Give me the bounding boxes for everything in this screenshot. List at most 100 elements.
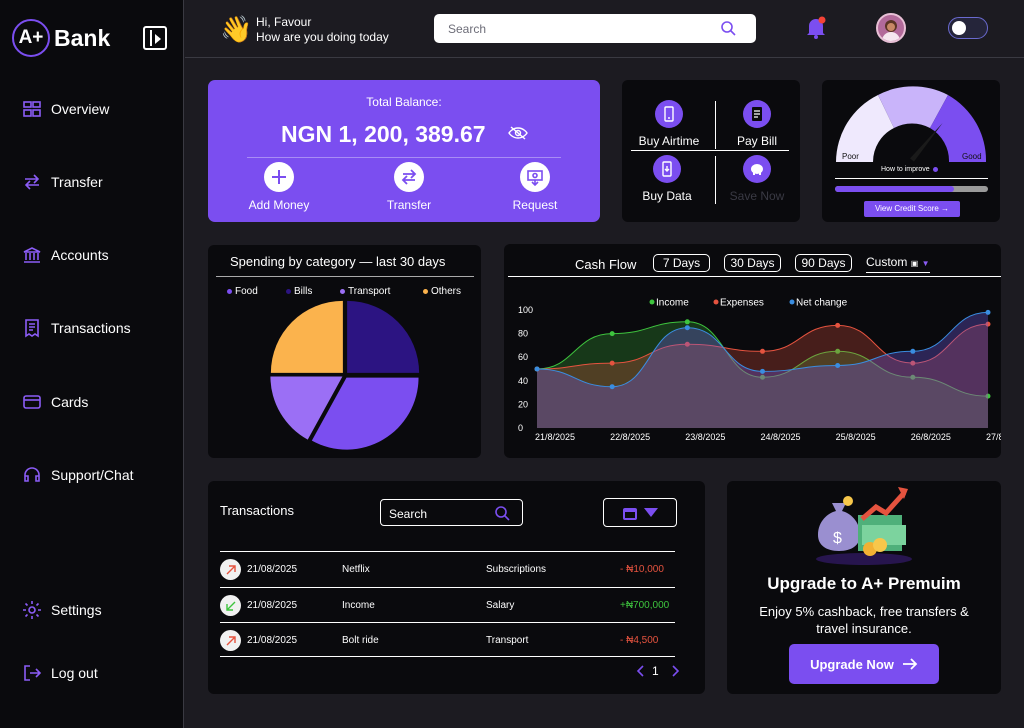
cashflow-divider (508, 276, 1001, 277)
card-icon (23, 395, 41, 409)
y-tick-label: 100 (518, 305, 533, 315)
nav-item-transactions[interactable]: Transactions (22, 318, 131, 338)
legend-label: Bills (294, 286, 313, 297)
range-7-days[interactable]: 7 Days (653, 254, 710, 272)
improve-link[interactable]: How to improve (881, 166, 941, 173)
credit-progress-fill (835, 186, 955, 192)
legend-label: Food (235, 286, 258, 297)
calendar-icon (623, 508, 637, 520)
search-icon[interactable] (720, 20, 736, 36)
gauge-good-label: Good (962, 152, 982, 161)
greeting: Hi, Favour How are you doing today (256, 15, 389, 45)
balance-label: Total Balance: (366, 95, 442, 109)
legend-label: Others (431, 286, 462, 297)
data-point (760, 374, 765, 380)
tx-date: 21/08/2025 (247, 600, 298, 611)
nav-item-settings[interactable]: Settings (22, 600, 102, 620)
data-point (985, 309, 991, 315)
avatar[interactable] (876, 13, 906, 43)
data-point (835, 322, 841, 328)
logo-text: Bank (54, 24, 111, 51)
credit-divider (835, 178, 988, 179)
data-point (985, 321, 991, 327)
buy-data-button[interactable]: Buy Data (622, 155, 712, 203)
request-money-icon (520, 162, 550, 192)
phone-data-icon (653, 155, 681, 183)
greeting-subtitle: How are you doing today (256, 30, 389, 44)
nav-item-cards[interactable]: Cards (22, 392, 88, 412)
spending-divider (216, 276, 474, 277)
data-point (534, 366, 540, 372)
nav-item-accounts[interactable]: Accounts (22, 245, 109, 265)
credit-progress (835, 186, 988, 192)
nav-item-transfer[interactable]: Transfer (22, 172, 103, 192)
request-button[interactable]: Request (500, 162, 570, 212)
greeting-title: Hi, Favour (256, 15, 312, 29)
phone-icon (655, 100, 683, 128)
tx-amount: +₦700,000 (620, 600, 670, 611)
tx-name: Income (342, 600, 375, 611)
cashflow-line-chart: Income Expenses Net change 0 20 40 60 80 100 21/8… (518, 298, 1001, 443)
search-icon[interactable] (494, 505, 510, 521)
search-input[interactable]: Search (434, 14, 756, 43)
qa-label: Buy Data (642, 189, 692, 203)
data-point (760, 368, 765, 374)
incoming-arrow-icon (220, 595, 241, 616)
buy-airtime-button[interactable]: Buy Airtime (624, 100, 714, 148)
data-point (910, 360, 916, 366)
tx-date: 21/08/2025 (247, 564, 298, 575)
nav-label: Overview (51, 101, 110, 117)
nav-item-overview[interactable]: Overview (22, 99, 109, 119)
transfer-arrows-icon (394, 162, 424, 192)
spending-title: Spending by category — last 30 days (230, 254, 446, 269)
theme-toggle[interactable] (948, 17, 988, 39)
logo[interactable]: A+ Bank (12, 19, 110, 57)
pay-bill-button[interactable]: Pay Bill (712, 100, 802, 148)
add-money-label: Add Money (248, 198, 310, 212)
data-point (910, 374, 916, 380)
range-30-days[interactable]: 30 Days (724, 254, 781, 272)
hide-eye-icon[interactable] (508, 125, 528, 141)
piggy-bank-icon (743, 155, 771, 183)
legend-dot (227, 289, 232, 294)
qa-divider (631, 150, 789, 151)
custom-range-dropdown[interactable]: Custom ▣ ▼ (866, 255, 930, 273)
nav-item-logout[interactable]: Log out (22, 663, 98, 683)
legend-label: Net change (796, 298, 848, 309)
notification-bell-icon[interactable] (804, 15, 828, 41)
nav-item-support[interactable]: Support/Chat (22, 465, 134, 485)
sidebar-collapse-icon[interactable] (143, 26, 167, 50)
qa-label: Buy Airtime (638, 134, 700, 148)
chevron-left-icon[interactable] (636, 665, 645, 677)
tx-date: 21/08/2025 (247, 635, 298, 646)
nav-label: Support/Chat (51, 467, 134, 483)
legend-label: Expenses (720, 298, 764, 309)
table-row[interactable]: 21/08/2025 Bolt ride Transport - ₦4,500 (220, 622, 675, 657)
page-number: 1 (652, 664, 659, 678)
pie-slice-others (270, 300, 343, 373)
outgoing-arrow-icon (220, 630, 241, 651)
date-filter-button[interactable] (603, 498, 677, 527)
promo-title: Upgrade to A+ Premuim (767, 574, 961, 593)
legend-others: Others (423, 286, 461, 297)
save-now-button[interactable]: Save Now (712, 155, 802, 203)
transactions-search-input[interactable]: Search (380, 499, 523, 526)
x-tick-label: 23/8/2025 (685, 432, 725, 442)
pie-slice-food (311, 377, 419, 450)
view-credit-score-button[interactable]: View Credit Score → (864, 201, 960, 217)
upgrade-now-button[interactable]: Upgrade Now (789, 644, 939, 684)
add-money-button[interactable]: Add Money (244, 162, 314, 212)
search-placeholder: Search (389, 507, 428, 521)
legend-label: Transport (348, 286, 391, 297)
table-row[interactable]: 21/08/2025 Income Salary +₦700,000 (220, 587, 675, 622)
logout-icon (24, 665, 42, 681)
nav-label: Transfer (51, 174, 103, 190)
legend-dot (423, 289, 428, 294)
range-90-days[interactable]: 90 Days (795, 254, 852, 272)
request-label: Request (512, 198, 558, 212)
table-row[interactable]: 21/08/2025 Netflix Subscriptions - ₦10,0… (220, 551, 675, 586)
nav-label: Cards (51, 394, 89, 410)
chevron-right-icon[interactable] (671, 665, 680, 677)
data-point (835, 362, 841, 368)
transfer-button[interactable]: Transfer (374, 162, 444, 212)
